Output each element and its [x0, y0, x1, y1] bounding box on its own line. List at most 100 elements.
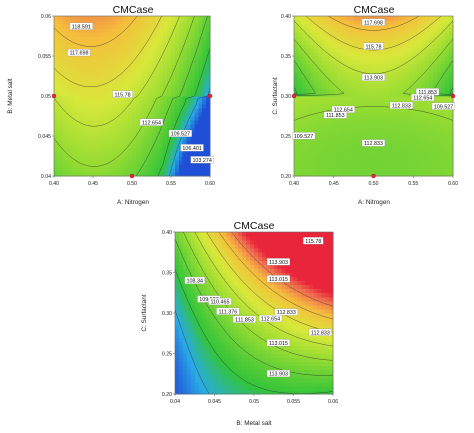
- contour-label: 112.654: [413, 96, 432, 102]
- y-tick-label: 0.05: [41, 94, 51, 100]
- contour-label-box: [274, 308, 298, 316]
- contour-label: 118.591: [72, 24, 91, 30]
- y-tick-label: 0.30: [162, 311, 172, 317]
- x-tick-label: 0.06: [328, 399, 338, 405]
- contour-label: 112.833: [364, 141, 383, 147]
- x-tick-label: 0.55: [166, 181, 176, 187]
- x-tick-label: 0.05: [249, 399, 259, 405]
- contour-label-box: [258, 314, 283, 323]
- y-tick-label: 0.06: [41, 14, 51, 20]
- y-tick-label: 0.045: [38, 134, 51, 140]
- contour-label-box: [361, 139, 386, 147]
- x-tick-label: 0.055: [287, 399, 300, 405]
- contour-label-box: [303, 237, 324, 245]
- y-tick-label: 0.20: [162, 392, 172, 398]
- contour-label: 108.34: [187, 279, 204, 285]
- panel-3-contour-line: [218, 231, 334, 320]
- contour-label: 111.853: [326, 113, 345, 119]
- panel-2-contour-line: [293, 86, 454, 94]
- contour-label: 115.78: [305, 239, 321, 245]
- contour-label-box: [431, 102, 456, 110]
- panel-2-contour-line: [305, 15, 442, 51]
- y-tick-label: 0.055: [38, 54, 51, 60]
- x-tick-label: 0.50: [368, 181, 378, 187]
- panel-3-surface-fill: [175, 232, 334, 395]
- contour-label: 106.401: [182, 146, 202, 152]
- contour-label: 112.833: [277, 310, 296, 316]
- contour-label-box: [180, 144, 204, 152]
- y-tick-label: 0.20: [281, 174, 291, 180]
- contour-label-box: [323, 111, 347, 119]
- x-tick-label: 0.40: [49, 181, 59, 187]
- contour-label-box: [266, 339, 291, 347]
- contour-label: 117.698: [364, 20, 383, 26]
- panel-1-contour-line: [53, 15, 138, 47]
- panel-3-contour-line: [174, 269, 334, 394]
- contour-label: 113.015: [269, 277, 288, 283]
- x-tick-label: 0.40: [289, 181, 299, 187]
- design-point: [207, 93, 213, 99]
- y-tick-label: 0.25: [162, 351, 172, 357]
- contour-panel-2: 0.40 0.45 0.50 0.55 0.60 0.20 0.25 0.30 0.35 0.40…: [272, 4, 458, 206]
- contour-label-box: [67, 49, 91, 57]
- panel-3-title: CMCase: [234, 220, 275, 232]
- x-tick-label: 0.45: [88, 181, 98, 187]
- y-tick-label: 0.35: [281, 54, 291, 60]
- contour-label-box: [361, 18, 386, 26]
- contour-label-box: [184, 276, 205, 284]
- design-point: [129, 173, 135, 179]
- contour-label-box: [112, 90, 133, 98]
- contour-label: 112.654: [142, 120, 161, 126]
- panel-2-title: CMCase: [354, 4, 395, 16]
- design-point: [291, 93, 297, 99]
- contour-label: 115.78: [115, 92, 131, 98]
- contour-label: 112.654: [261, 317, 280, 323]
- design-point: [450, 93, 456, 99]
- y-tick-label: 0.35: [162, 270, 172, 276]
- contour-label: 113.903: [269, 260, 288, 266]
- contour-label-box: [208, 297, 232, 306]
- contour-label: 113.903: [269, 372, 288, 378]
- contour-label: 112.654: [334, 108, 353, 114]
- contour-label: 115.78: [365, 44, 381, 50]
- contour-label-box: [411, 93, 435, 101]
- y-tick-label: 0.30: [281, 94, 291, 100]
- contour-label: 109.527: [294, 134, 314, 140]
- panel-1-contour-line: [53, 15, 162, 88]
- design-point: [51, 93, 57, 99]
- contour-label-box: [266, 258, 291, 266]
- y-tick-label: 0.25: [281, 134, 291, 140]
- contour-panel-3: 0.04 0.045 0.05 0.055 0.06 0.20 0.25 0.30 0.35 0.…: [141, 220, 338, 427]
- panel-2-contour-line: [293, 20, 454, 75]
- contour-label-box: [389, 101, 413, 109]
- contour-label: 111.853: [235, 317, 254, 323]
- contour-label: 103.274: [192, 158, 212, 164]
- y-tick-label: 0.40: [162, 230, 172, 236]
- y-tick-label: 0.40: [281, 14, 291, 20]
- x-tick-label: 0.04: [170, 399, 180, 405]
- contour-label-box: [363, 42, 384, 50]
- x-tick-label: 0.60: [448, 181, 458, 187]
- contour-panel-1: 0.40 0.45 0.50 0.55 0.60 0.04 0.045 0.05 0.055 0.…: [7, 4, 215, 206]
- contour-label-box: [216, 307, 240, 315]
- contour-label-box: [308, 328, 332, 336]
- contour-label: 111.376: [219, 309, 238, 315]
- panel-1-contour-line: [53, 15, 180, 127]
- panel-3-contour-line: [183, 231, 334, 361]
- contour-label: 113.015: [269, 341, 288, 347]
- panel-2-x-axis-label: A: Nitrogen: [358, 199, 390, 206]
- contour-label-box: [190, 156, 214, 164]
- x-tick-label: 0.045: [208, 399, 221, 405]
- x-tick-label: 0.45: [329, 181, 339, 187]
- contour-label-box: [266, 275, 291, 283]
- contour-label: 111.853: [418, 90, 437, 96]
- panel-3-x-axis-label: B: Metal salt: [236, 420, 271, 427]
- contour-label-box: [139, 118, 164, 126]
- contour-label-box: [168, 129, 192, 137]
- panel-2-y-axis-label: C: Surfactant: [272, 77, 279, 115]
- contour-label: 109.527: [434, 104, 454, 110]
- contour-label-box: [266, 369, 291, 378]
- contour-label-box: [361, 73, 386, 81]
- x-tick-label: 0.55: [408, 181, 418, 187]
